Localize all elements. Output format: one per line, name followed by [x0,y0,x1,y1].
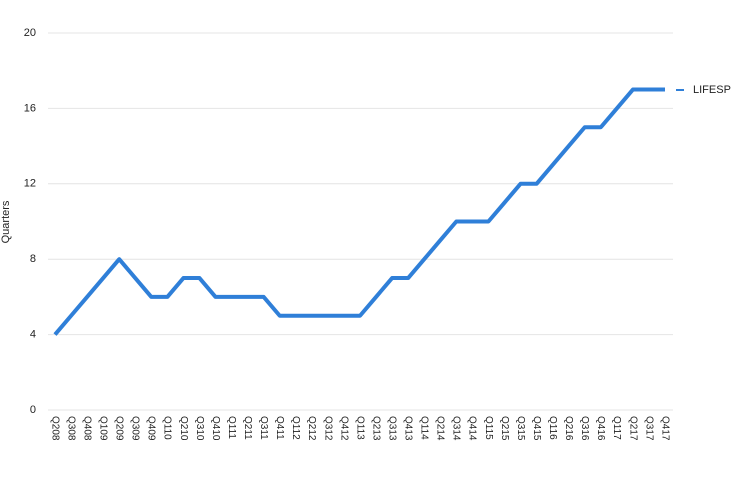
x-tick-label: Q115 [483,416,494,440]
x-tick-label: Q316 [579,416,590,441]
x-tick-label: Q112 [290,416,301,440]
x-tick-label: Q315 [515,416,526,441]
x-tick-label: Q317 [643,416,654,441]
x-tick-label: Q210 [178,416,189,441]
x-tick-label: Q110 [162,416,173,440]
x-tick-label: Q113 [354,416,365,440]
x-tick-label: Q313 [386,416,397,441]
x-tick-label: Q111 [226,416,237,439]
x-tick-label: Q312 [322,416,333,441]
x-tick-label: Q117 [611,416,622,440]
x-tick-label: Q114 [419,416,430,440]
x-tick-label: Q213 [370,416,381,441]
x-tick-label: Q116 [547,416,558,440]
x-tick-label: Q214 [435,416,446,441]
x-tick-label: Q215 [499,416,510,441]
x-tick-label: Q409 [146,416,157,441]
y-tick-label: 20 [24,27,36,39]
y-tick-label: 0 [30,404,36,416]
x-tick-label: Q208 [49,416,60,441]
y-tick-label: 16 [24,102,36,114]
y-tick-label: 12 [24,178,36,190]
x-tick-label: Q410 [210,416,221,441]
x-tick-label: Q109 [98,416,109,441]
y-axis-title: Quarters [0,200,12,243]
x-tick-label: Q216 [563,416,574,441]
x-tick-label: Q311 [258,416,269,440]
x-tick-label: Q416 [595,416,606,441]
x-tick-label: Q415 [531,416,542,441]
x-tick-label: Q212 [306,416,317,441]
x-tick-label: Q310 [194,416,205,441]
x-tick-label: Q211 [242,416,253,440]
x-tick-label: Q314 [451,416,462,441]
x-tick-label: Q308 [65,416,76,441]
line [53,87,665,336]
x-tick-label: Q414 [467,416,478,441]
x-tick-label: Q309 [130,416,141,441]
y-tick-label: 8 [30,253,36,265]
x-tick-label: Q411 [274,416,285,440]
x-tick-label: Q408 [81,416,92,441]
y-tick-label: 4 [30,329,36,341]
legend-label: LIFESP [693,84,731,96]
x-tick-label: Q412 [338,416,349,441]
x-tick-label: Q209 [114,416,125,441]
x-tick-label: Q413 [403,416,414,441]
x-tick-label: Q217 [627,416,638,441]
x-tick-label: Q417 [659,416,670,441]
